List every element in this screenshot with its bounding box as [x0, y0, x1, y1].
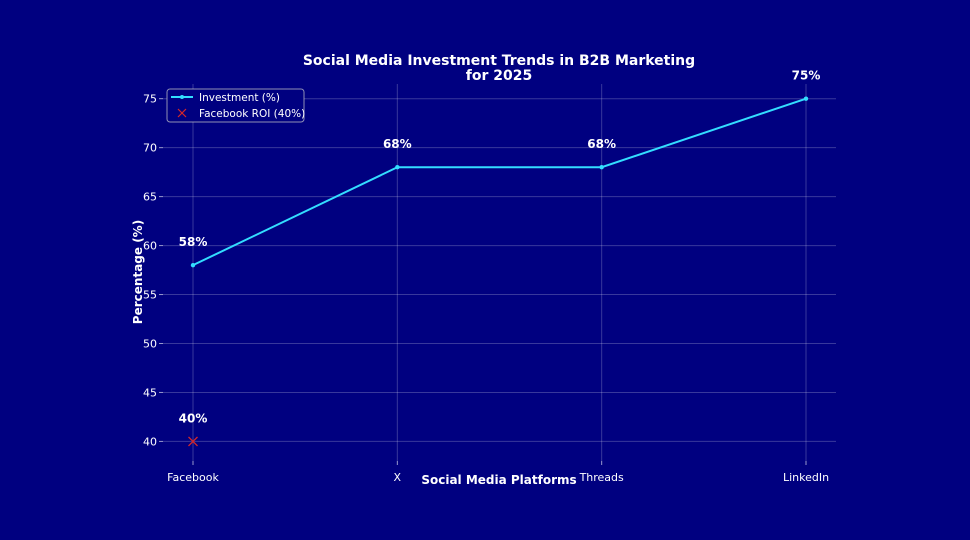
point-investment-linkedin: [803, 96, 809, 101]
roi-x-stroke-b: [188, 436, 198, 447]
legend-investment-marker-swatch: [180, 95, 184, 99]
y-tick-label-65: 65: [143, 191, 157, 204]
y-tick-label-60: 60: [143, 240, 157, 253]
data-label-investment-x: 68%: [383, 137, 412, 151]
y-tick-label-75: 75: [143, 93, 157, 106]
plot-area: 40 45 50 55 60 65 70 75 Facebook X Threads LinkedI…: [143, 69, 836, 484]
legend-roi-x-swatch: [177, 108, 187, 118]
y-axis-ticks: 40 45 50 55 60 65 70 75: [143, 93, 163, 448]
legend-investment-label: Investment (%): [199, 92, 280, 104]
gridlines: [163, 84, 836, 461]
chart-title-line-1: Social Media Investment Trends in B2B Ma…: [303, 53, 695, 69]
legend-frame: [166, 88, 305, 123]
legend-roi-label: Facebook ROI (40%): [199, 108, 305, 120]
point-investment-x: [395, 165, 400, 170]
x-tick-label-x: X: [394, 471, 402, 484]
data-label-investment-threads: 68%: [587, 137, 616, 151]
series-layer: [188, 96, 809, 447]
x-axis-ticks: Facebook X Threads LinkedIn: [167, 461, 829, 484]
data-label-investment-facebook: 58%: [179, 235, 208, 249]
y-tick-label-40: 40: [143, 435, 157, 448]
point-facebook-roi-x-marker: [188, 436, 198, 447]
x-tick-label-threads: Threads: [579, 471, 624, 484]
point-investment-facebook: [190, 262, 196, 268]
series-line-investment: [192, 97, 807, 267]
x-axis-label: Social Media Platforms: [421, 473, 576, 487]
legend: Investment (%) Facebook ROI (40%): [166, 88, 305, 123]
y-tick-label-70: 70: [143, 142, 157, 155]
point-investment-threads: [599, 165, 604, 170]
chart-title-line-2: for 2025: [466, 68, 532, 84]
y-axis-label: Percentage (%): [131, 220, 145, 324]
data-label-investment-linkedin: 75%: [792, 69, 821, 83]
y-tick-label-45: 45: [143, 386, 157, 399]
x-tick-label-linkedin: LinkedIn: [783, 471, 829, 484]
data-label-facebook-roi: 40%: [179, 411, 208, 425]
y-tick-label-55: 55: [143, 289, 157, 302]
x-tick-label-facebook: Facebook: [167, 471, 219, 484]
data-labels: 58% 68% 68% 75% 40%: [179, 69, 821, 426]
y-tick-label-50: 50: [143, 337, 157, 350]
